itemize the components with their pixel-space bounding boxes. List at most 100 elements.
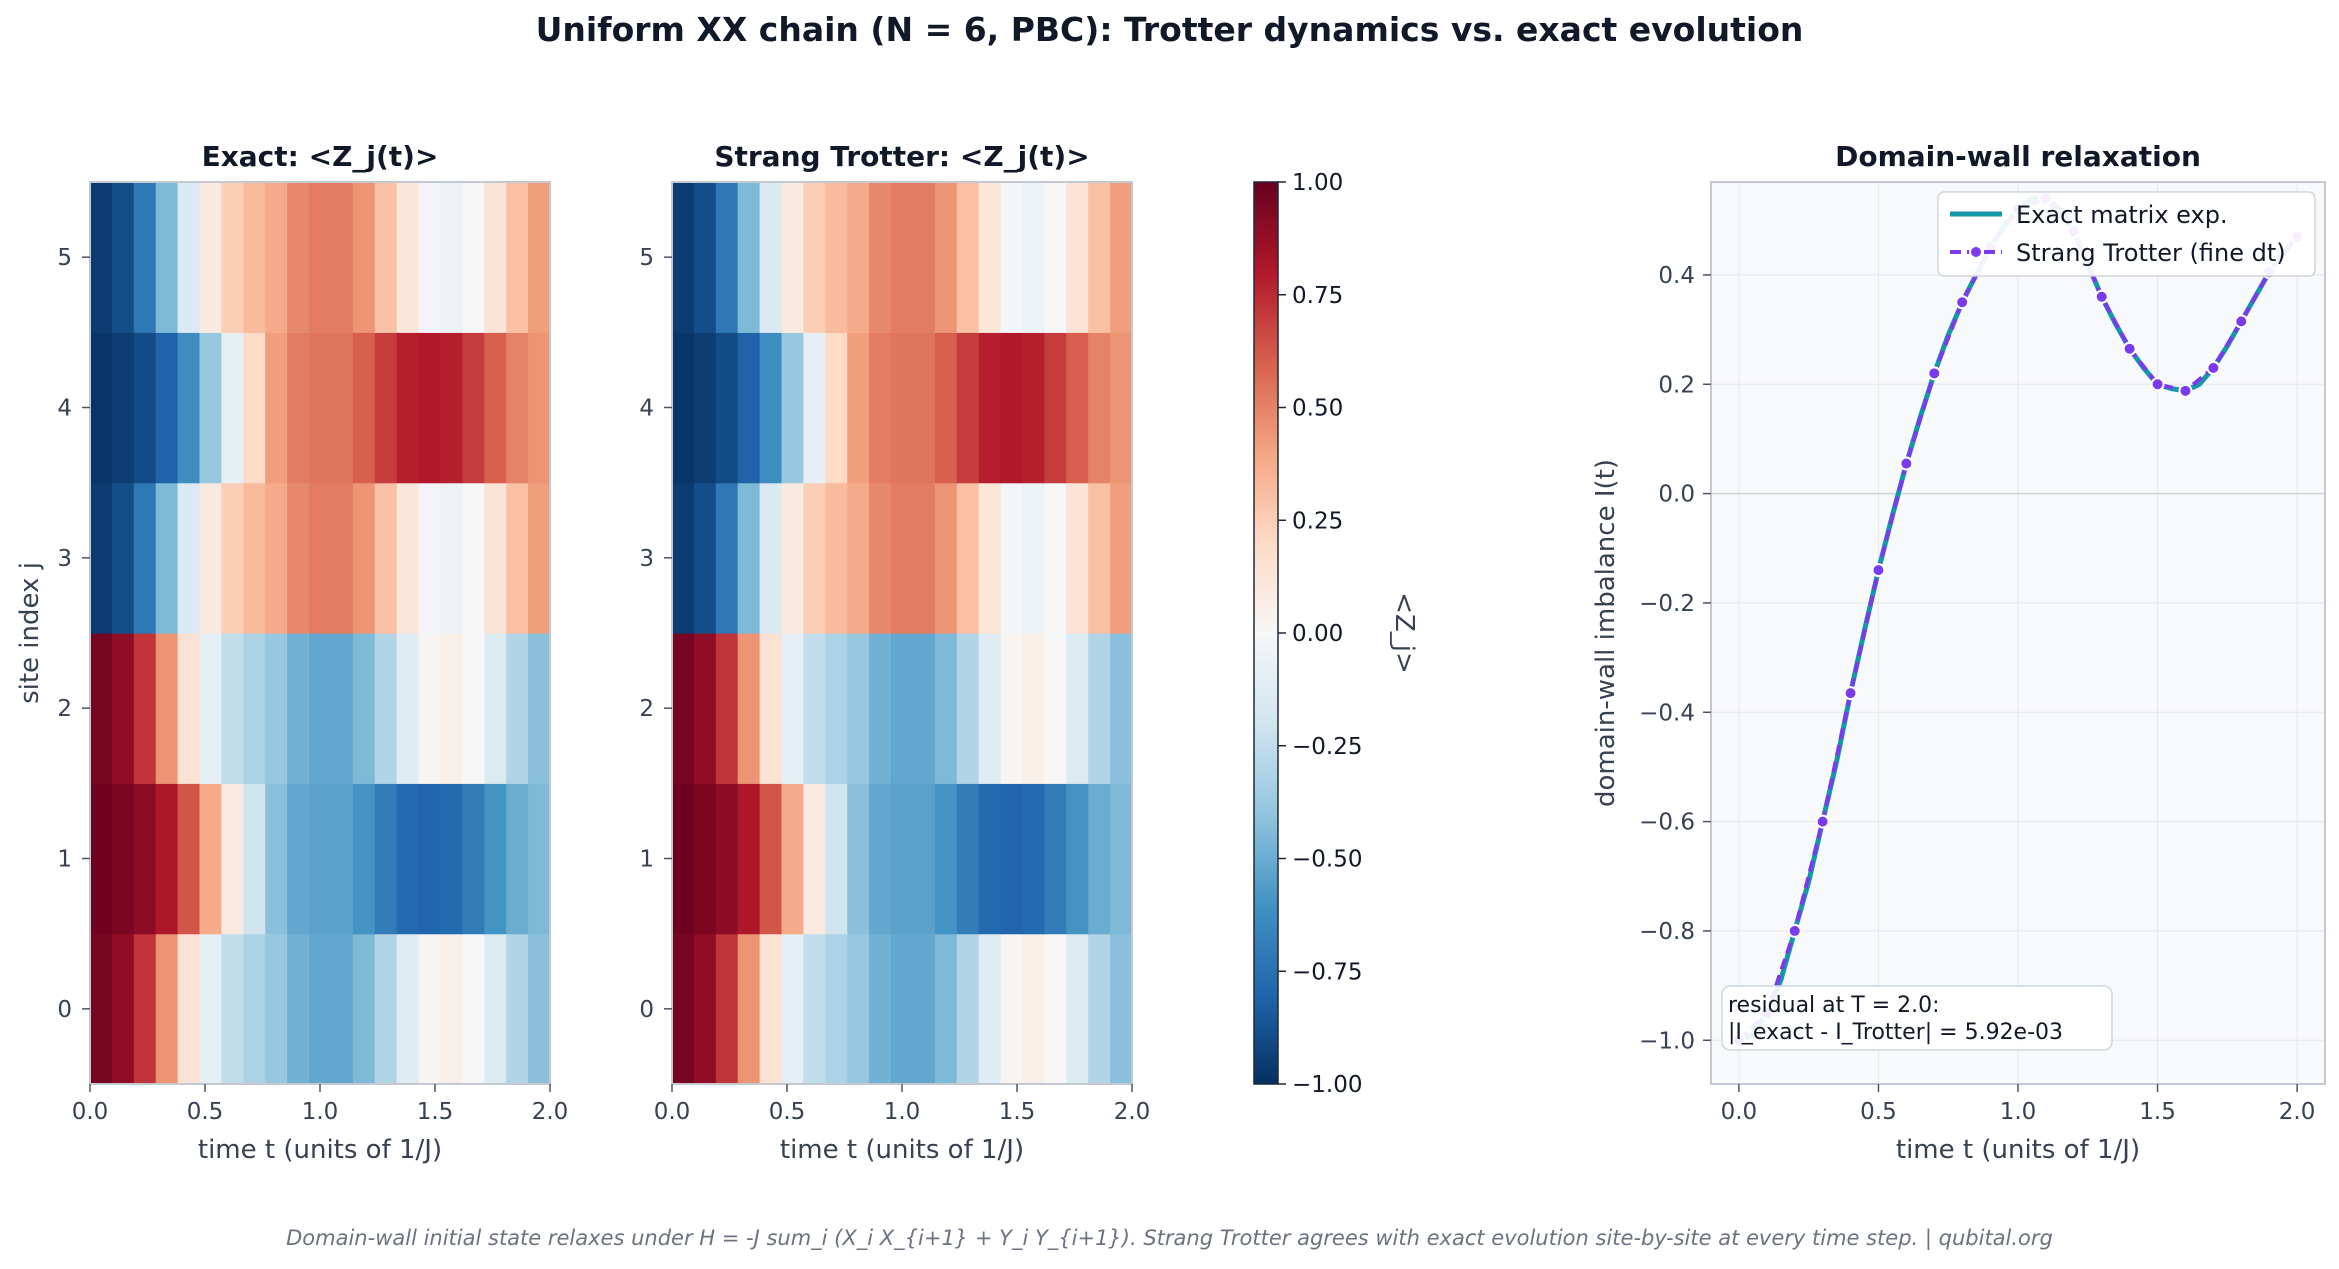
heatmap-cell xyxy=(737,933,761,1085)
heatmap-cell xyxy=(374,182,398,333)
heatmap-cell xyxy=(1066,482,1089,634)
heatmap-cell xyxy=(847,182,870,333)
heatmap-cell xyxy=(287,633,310,784)
heatmap-cell xyxy=(90,332,113,484)
x-tick-label: 0.5 xyxy=(769,1099,806,1125)
y-tick-label: 5 xyxy=(57,245,72,271)
heatmap-cell xyxy=(759,933,783,1085)
heatmap-cell xyxy=(330,933,354,1085)
y-tick-label: −0.4 xyxy=(1639,700,1695,726)
heatmap-cell xyxy=(759,633,783,784)
heatmap-cell xyxy=(265,482,288,634)
heatmap-cell xyxy=(781,933,805,1085)
heatmap-cell xyxy=(737,332,761,484)
heatmap-cell xyxy=(1110,633,1133,784)
colorbar: −1.00 −0.75 −0.50 −0.25 0.00 0.25 0.50 0.75 1.00… xyxy=(1253,170,1419,1098)
colorbar-tick-label: −0.50 xyxy=(1292,847,1362,873)
heatmap-cell xyxy=(737,482,761,634)
heatmap-cell xyxy=(90,182,113,333)
heatmap-cell xyxy=(330,633,354,784)
heatmap-cell xyxy=(1044,332,1067,484)
heatmap-cell xyxy=(1088,332,1111,484)
heatmap-cell xyxy=(396,182,420,333)
heatmap-cell xyxy=(396,933,420,1085)
heatmap-cell xyxy=(847,783,870,935)
heatmap-cell xyxy=(672,182,695,333)
heatmap-cell xyxy=(1000,182,1024,333)
legend-trotter-label: Strang Trotter (fine dt) xyxy=(2016,239,2286,267)
heatmap-cell xyxy=(715,933,739,1085)
exact-heatmap-title: Exact: <Z_j(t)> xyxy=(202,140,439,173)
heatmap-cell xyxy=(847,332,870,484)
heatmap-cell xyxy=(111,633,135,784)
heatmap-cell xyxy=(287,933,310,1085)
heatmap-cell xyxy=(418,933,442,1085)
residual-line-1: residual at T = 2.0: xyxy=(1728,993,1940,1018)
heatmap-cell xyxy=(956,783,980,935)
exact-heatmap-cells xyxy=(90,182,551,1085)
heatmap-cell xyxy=(528,933,551,1085)
heatmap-cell xyxy=(528,482,551,634)
legend-trotter-marker xyxy=(1969,245,1983,259)
heatmap-cell xyxy=(781,332,805,484)
heatmap-cell xyxy=(781,783,805,935)
heatmap-cell xyxy=(506,933,529,1085)
heatmap-cell xyxy=(506,482,529,634)
relaxation-x-ticks: 0.0 0.5 1.0 1.5 2.0 xyxy=(1721,1084,2315,1125)
y-tick-label: 2 xyxy=(639,696,654,722)
heatmap-cell xyxy=(506,783,529,935)
heatmap-cell xyxy=(869,783,892,935)
heatmap-cell xyxy=(418,332,442,484)
x-tick-label: 1.5 xyxy=(2139,1099,2176,1125)
heatmap-cell xyxy=(737,633,761,784)
heatmap-cell xyxy=(956,633,980,784)
heatmap-cell xyxy=(759,783,783,935)
x-tick-label: 0.5 xyxy=(187,1099,224,1125)
heatmap-cell xyxy=(869,633,892,784)
legend-box xyxy=(1937,191,2316,277)
heatmap-cell xyxy=(418,783,442,935)
heatmap-cell xyxy=(891,482,914,634)
heatmap-cell xyxy=(1088,182,1111,333)
x-tick-label: 0.0 xyxy=(72,1099,109,1125)
heatmap-cell xyxy=(199,933,223,1085)
heatmap-cell xyxy=(1066,182,1089,333)
heatmap-cell xyxy=(1044,182,1067,333)
heatmap-cell xyxy=(90,633,113,784)
heatmap-cell xyxy=(869,482,892,634)
heatmap-cell xyxy=(199,182,223,333)
heatmap-cell xyxy=(1022,933,1045,1085)
heatmap-cell xyxy=(912,332,936,484)
heatmap-cell xyxy=(111,933,135,1085)
heatmap-cell xyxy=(440,332,463,484)
heatmap-cell xyxy=(352,182,376,333)
colorbar-tick-label: 0.25 xyxy=(1292,508,1343,534)
x-tick-label: 0.5 xyxy=(1860,1099,1897,1125)
heatmap-cell xyxy=(803,182,826,333)
heatmap-cell xyxy=(133,783,157,935)
exact-heatmap-ylabel: site index j xyxy=(15,562,45,704)
heatmap-cell xyxy=(133,633,157,784)
exact-heatmap-y-ticks: 0 1 2 3 4 5 xyxy=(57,245,90,1023)
heatmap-cell xyxy=(396,633,420,784)
heatmap-cell xyxy=(462,783,485,935)
heatmap-cell xyxy=(287,182,310,333)
heatmap-cell xyxy=(528,633,551,784)
heatmap-cell xyxy=(693,332,717,484)
relaxation-title: Domain-wall relaxation xyxy=(1835,140,2201,173)
series-trotter-point xyxy=(1787,923,1802,938)
heatmap-cell xyxy=(978,182,1002,333)
heatmap-cell xyxy=(1000,933,1024,1085)
heatmap-cell xyxy=(462,182,485,333)
heatmap-cell xyxy=(199,783,223,935)
heatmap-cell xyxy=(759,182,783,333)
residual-annotation: residual at T = 2.0: |I_exact - I_Trotte… xyxy=(1721,985,2113,1051)
heatmap-cell xyxy=(737,783,761,935)
y-tick-label: 0 xyxy=(57,997,72,1023)
heatmap-cell xyxy=(869,933,892,1085)
relaxation-y-ticks: −1.0 −0.8 −0.6 −0.4 −0.2 0.0 0.2 0.4 xyxy=(1639,263,1711,1054)
heatmap-cell xyxy=(715,783,739,935)
heatmap-cell xyxy=(912,633,936,784)
heatmap-cell xyxy=(825,182,848,333)
heatmap-cell xyxy=(111,482,135,634)
